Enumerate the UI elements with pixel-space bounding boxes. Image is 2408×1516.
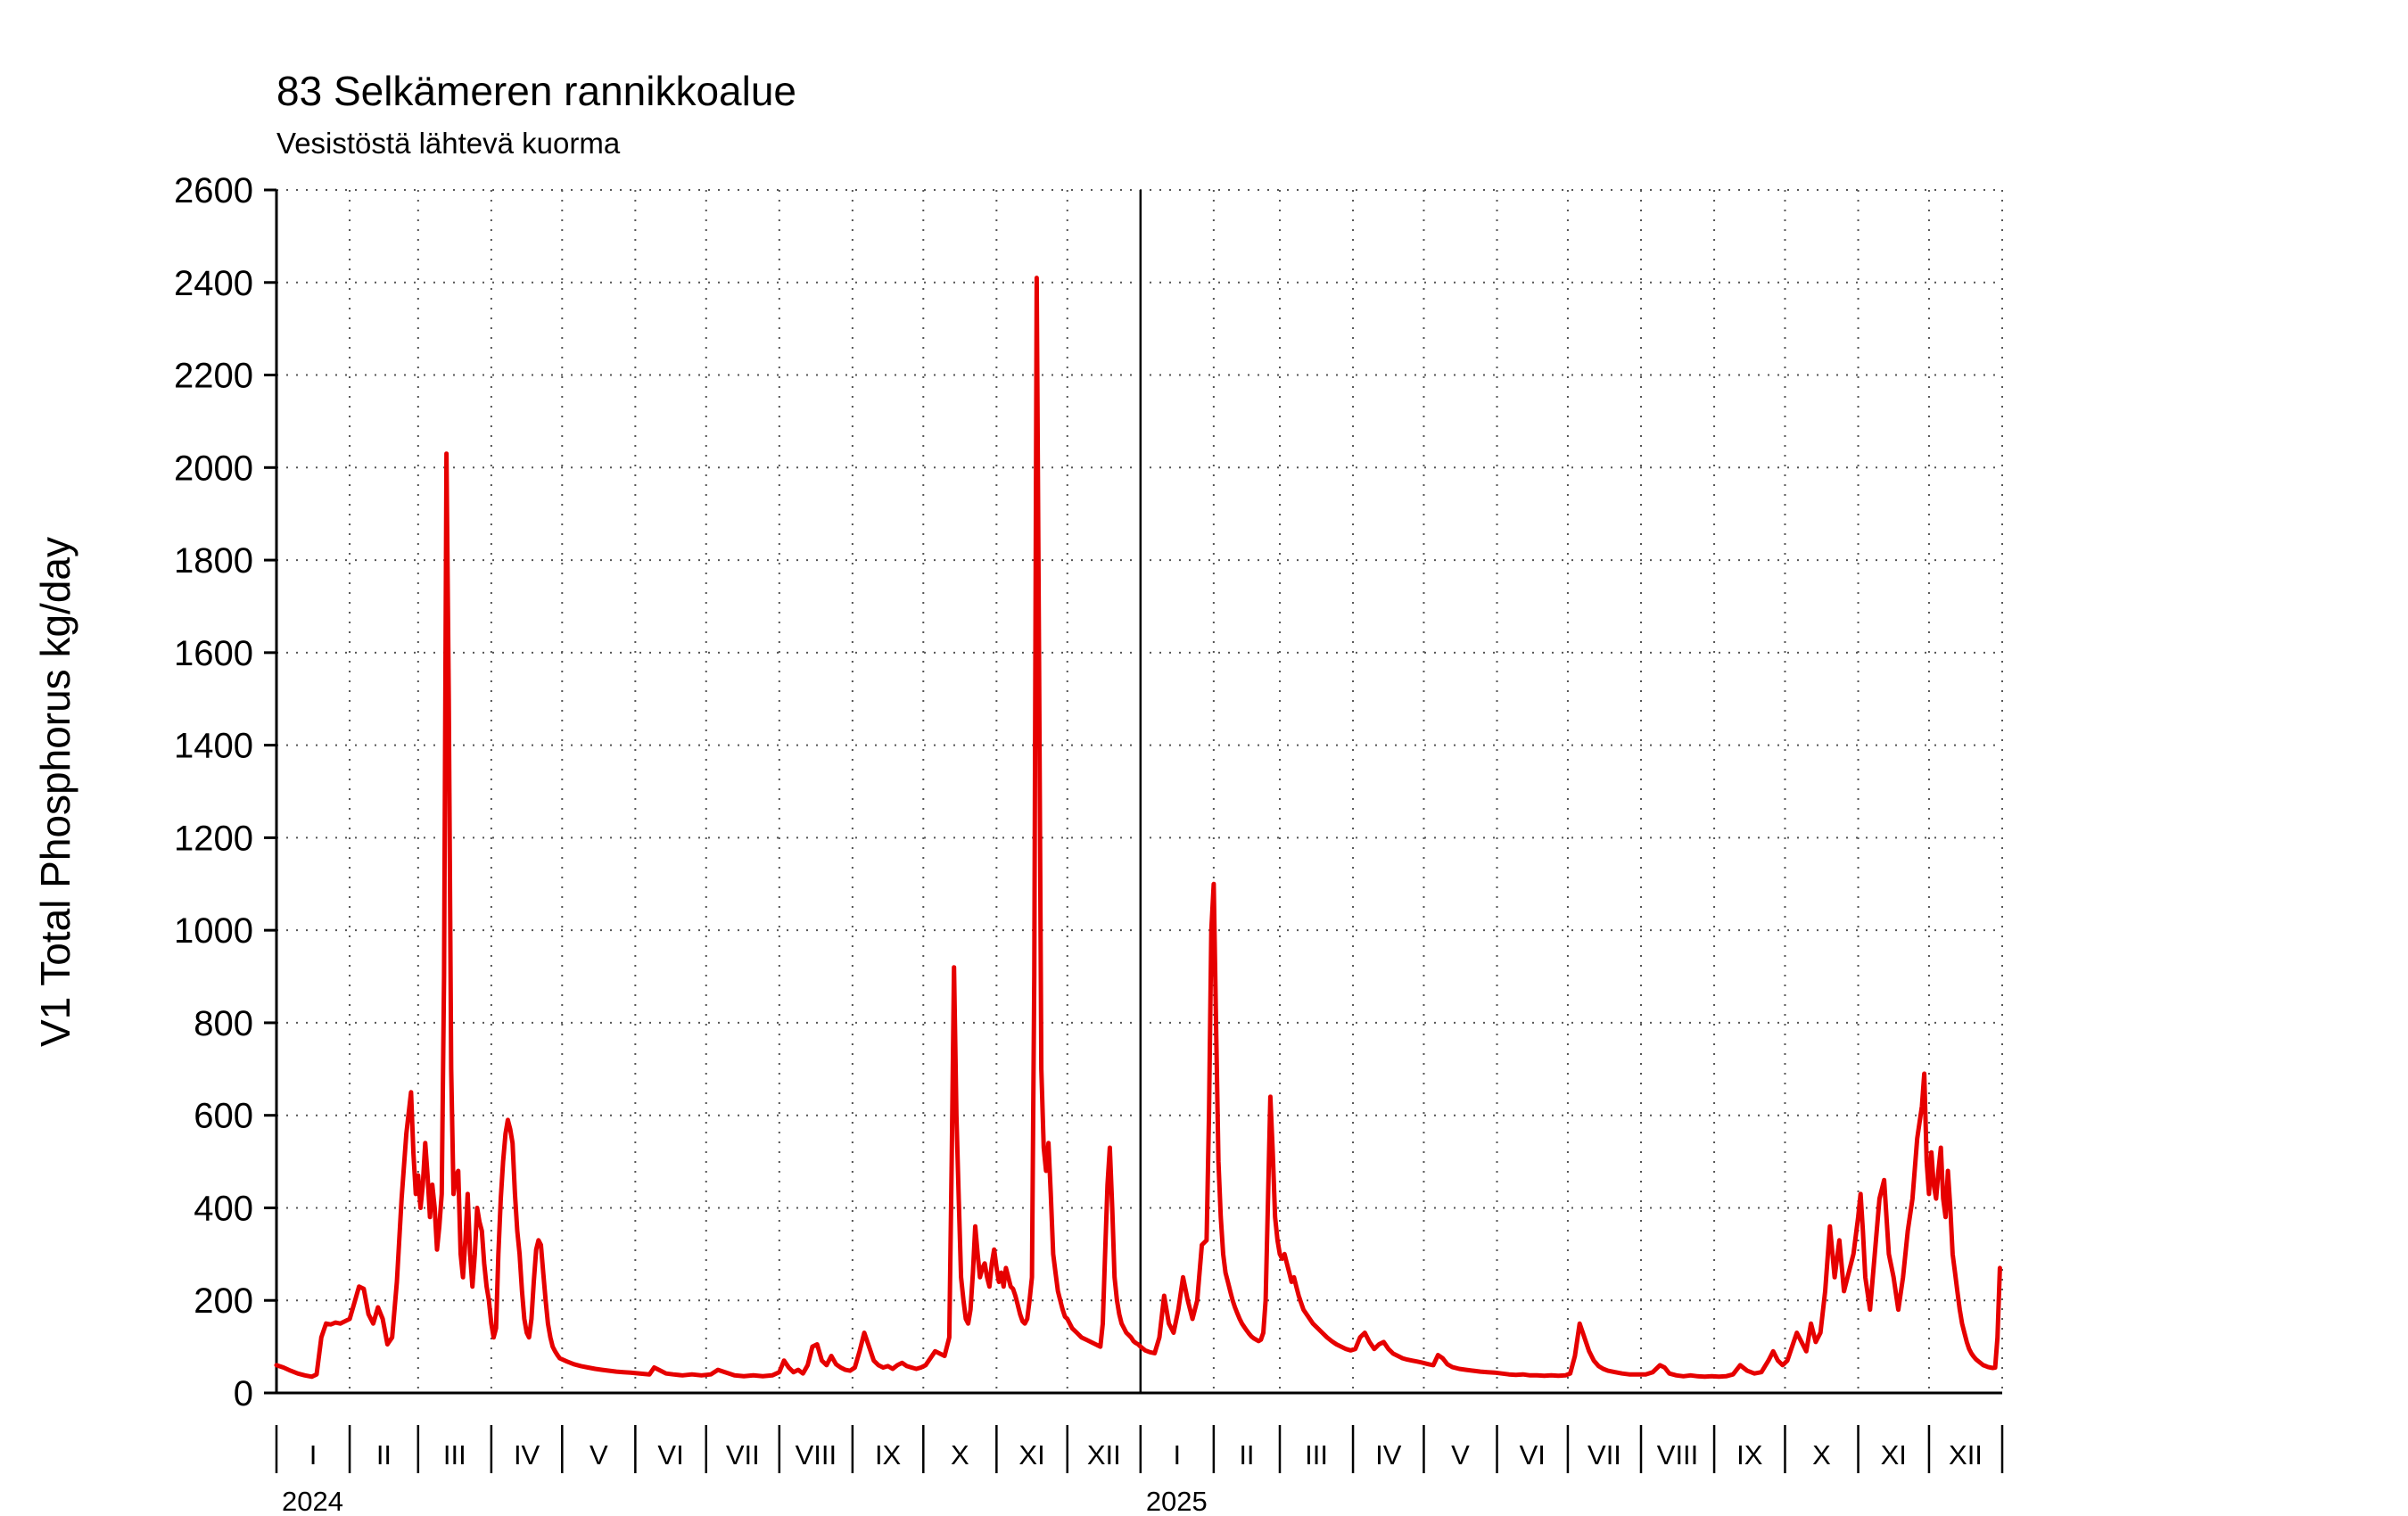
y-tick-label: 2000 [174,449,253,488]
month-label: IX [875,1439,902,1471]
year-label: 2025 [1146,1486,1208,1516]
series-line [274,276,2002,1380]
month-label: VII [1587,1439,1621,1471]
y-axis-title: V1 Total Phosphorus kg/day [32,537,78,1047]
month-label: VIII [1657,1439,1699,1471]
month-label: XII [1087,1439,1121,1471]
month-label: X [951,1439,969,1471]
month-label: V [590,1439,608,1471]
month-label: I [1174,1439,1182,1471]
y-tick-label: 2600 [174,171,253,210]
y-tick-label: 1800 [174,541,253,581]
y-tick-label: 800 [194,1004,253,1043]
y-tick-label: 1600 [174,634,253,673]
month-label: IV [1375,1439,1402,1471]
y-tick-label: 200 [194,1281,253,1321]
y-tick-label: 0 [234,1374,253,1413]
month-label: V [1451,1439,1470,1471]
month-label: IV [514,1439,540,1471]
month-label: XII [1949,1439,1983,1471]
axis-layer [264,188,2004,1473]
grid-layer [276,189,2003,1393]
y-tick-label: 400 [194,1189,253,1228]
month-label: XI [1018,1439,1044,1471]
month-label: II [1239,1439,1254,1471]
month-label: VII [726,1439,760,1471]
month-label: II [376,1439,392,1471]
axis-label-layer: 0 200 400 600 800 1000 1200 1400 1600 1800 2000 220… [174,171,1983,1516]
y-tick-label: 1000 [174,911,253,951]
month-label: III [443,1439,466,1471]
chart-title: 83 Selkämeren rannikkoalue [276,68,796,114]
month-label: VIII [796,1439,837,1471]
month-label: X [1812,1439,1831,1471]
y-tick-label: 1400 [174,727,253,766]
y-tick-label: 2200 [174,357,253,396]
y-tick-label: 1200 [174,819,253,858]
month-label: III [1305,1439,1328,1471]
month-label: XI [1881,1439,1907,1471]
year-label: 2024 [282,1486,343,1516]
month-label: VI [1520,1439,1546,1471]
month-label: I [309,1439,317,1471]
month-label: VI [657,1439,683,1471]
series-layer [274,276,2002,1380]
month-label: IX [1736,1439,1763,1471]
chart-subtitle: Vesistöstä lähtevä kuorma [276,127,621,160]
y-tick-label: 600 [194,1097,253,1136]
y-tick-label: 2400 [174,264,253,303]
